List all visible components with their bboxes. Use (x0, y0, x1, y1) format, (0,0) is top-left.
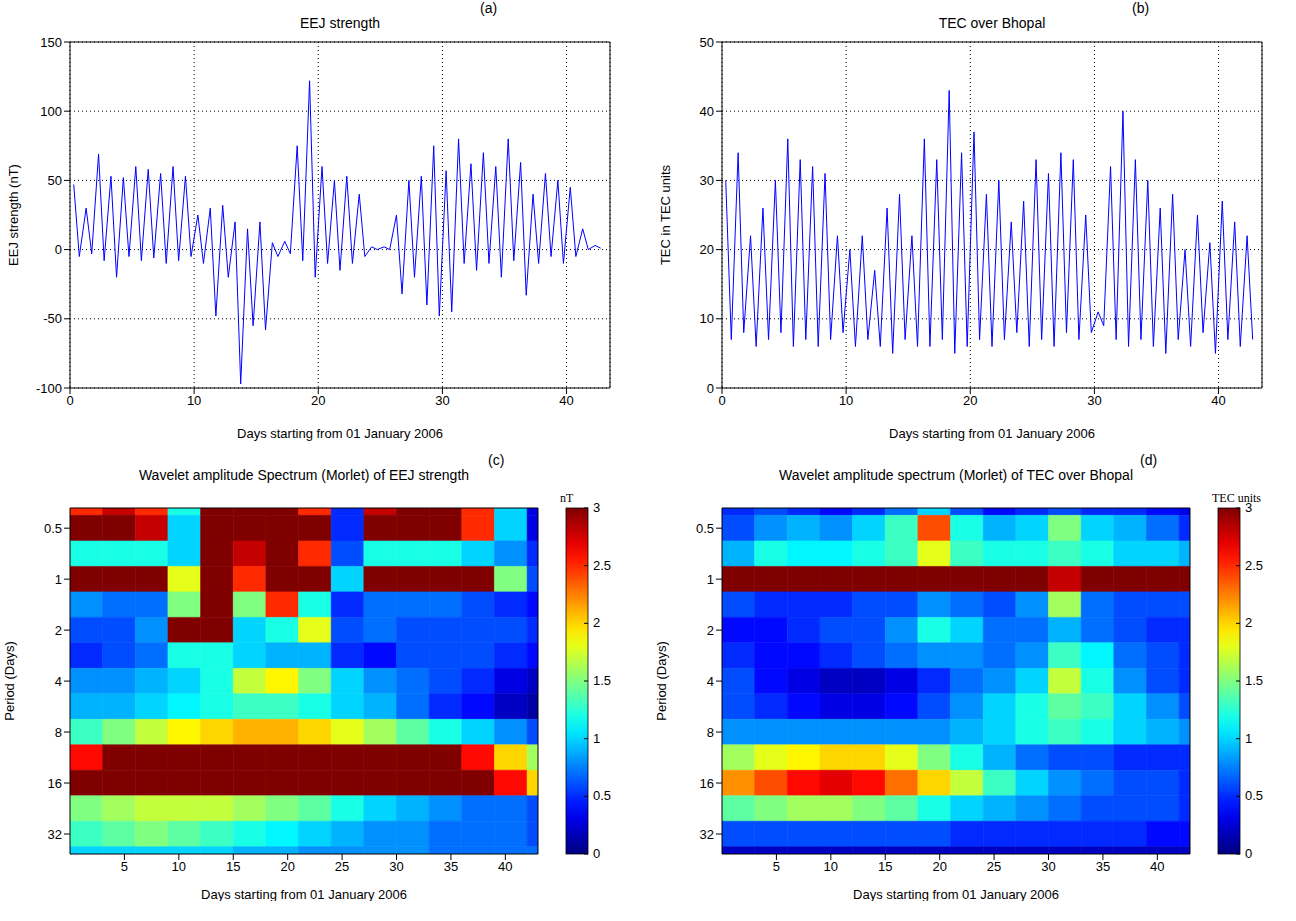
svg-text:30: 30 (700, 173, 714, 188)
svg-text:20: 20 (311, 393, 325, 408)
svg-text:1: 1 (1245, 731, 1252, 746)
svg-text:150: 150 (40, 35, 62, 50)
svg-text:20: 20 (700, 242, 714, 257)
svg-text:1: 1 (707, 572, 714, 587)
svg-text:0.5: 0.5 (44, 521, 62, 536)
svg-text:50: 50 (48, 173, 62, 188)
svg-text:-50: -50 (43, 311, 62, 326)
svg-text:40: 40 (498, 859, 512, 874)
svg-text:30: 30 (1087, 393, 1101, 408)
svg-text:40: 40 (700, 104, 714, 119)
svg-text:10: 10 (172, 859, 186, 874)
svg-text:3: 3 (1245, 500, 1252, 515)
svg-text:35: 35 (444, 859, 458, 874)
svg-text:0.5: 0.5 (696, 521, 714, 536)
svg-text:nT: nT (560, 491, 574, 505)
svg-text:20: 20 (932, 859, 946, 874)
svg-text:2.5: 2.5 (1245, 558, 1263, 573)
svg-text:Days starting from 01 January: Days starting from 01 January 2006 (853, 887, 1059, 901)
svg-text:32: 32 (700, 827, 714, 842)
svg-text:Period (Days): Period (Days) (2, 641, 17, 720)
svg-text:Days starting from 01 January: Days starting from 01 January 2006 (237, 426, 443, 441)
svg-text:16: 16 (700, 776, 714, 791)
svg-text:8: 8 (707, 725, 714, 740)
html-text:(b): (b) (1132, 0, 1150, 16)
svg-text:25: 25 (335, 859, 349, 874)
svg-text:0: 0 (718, 393, 725, 408)
svg-text:30: 30 (1041, 859, 1055, 874)
html-text:TEC over Bhopal: TEC over Bhopal (938, 15, 1046, 31)
svg-text:15: 15 (226, 859, 240, 874)
svg-text:0.5: 0.5 (1245, 788, 1263, 803)
svg-text:1.5: 1.5 (1245, 673, 1263, 688)
svg-text:-100: -100 (36, 381, 62, 396)
svg-text:8: 8 (55, 725, 62, 740)
svg-text:2: 2 (593, 615, 600, 630)
svg-text:0: 0 (1245, 846, 1252, 861)
svg-text:0: 0 (55, 242, 62, 257)
html-text:(c): (c) (488, 452, 505, 468)
svg-text:10: 10 (824, 859, 838, 874)
svg-text:Days starting from 01 January: Days starting from 01 January 2006 (889, 426, 1095, 441)
svg-text:40: 40 (1150, 859, 1164, 874)
svg-text:40: 40 (1211, 393, 1225, 408)
svg-text:1: 1 (593, 731, 600, 746)
svg-text:EEJ strength (nT): EEJ strength (nT) (6, 164, 21, 266)
html-text:(a): (a) (480, 0, 498, 16)
svg-text:3: 3 (593, 500, 600, 515)
svg-text:35: 35 (1096, 859, 1110, 874)
svg-text:0.5: 0.5 (593, 788, 611, 803)
html-text:Wavelet amplitude spectrum (Mo: Wavelet amplitude spectrum (Morlet) of T… (779, 467, 1133, 483)
svg-text:32: 32 (48, 827, 62, 842)
svg-text:1.5: 1.5 (593, 673, 611, 688)
svg-text:100: 100 (40, 104, 62, 119)
svg-text:30: 30 (435, 393, 449, 408)
svg-text:30: 30 (389, 859, 403, 874)
svg-text:2: 2 (55, 623, 62, 638)
svg-text:5: 5 (121, 859, 128, 874)
svg-text:TEC in TEC units: TEC in TEC units (658, 164, 673, 265)
svg-text:20: 20 (280, 859, 294, 874)
svg-text:4: 4 (55, 674, 62, 689)
svg-text:Period (Days): Period (Days) (654, 641, 669, 720)
svg-text:15: 15 (878, 859, 892, 874)
svg-text:50: 50 (700, 35, 714, 50)
svg-text:10: 10 (700, 311, 714, 326)
html-text:EEJ strength: EEJ strength (299, 15, 381, 31)
svg-text:10: 10 (839, 393, 853, 408)
svg-text:2: 2 (707, 623, 714, 638)
svg-text:TEC units: TEC units (1212, 491, 1261, 505)
svg-text:2: 2 (1245, 615, 1252, 630)
svg-text:Days starting from 01 January: Days starting from 01 January 2006 (201, 887, 407, 901)
svg-text:4: 4 (707, 674, 714, 689)
html-text:Wavelet amplitude Spectrum (Mo: Wavelet amplitude Spectrum (Morlet) of E… (138, 467, 470, 483)
svg-text:25: 25 (987, 859, 1001, 874)
svg-text:16: 16 (48, 776, 62, 791)
svg-text:10: 10 (187, 393, 201, 408)
html-text:(d): (d) (1140, 452, 1158, 468)
svg-text:0: 0 (66, 393, 73, 408)
svg-text:5: 5 (773, 859, 780, 874)
svg-text:40: 40 (559, 393, 573, 408)
svg-text:0: 0 (707, 381, 714, 396)
svg-text:0: 0 (593, 846, 600, 861)
svg-text:1: 1 (55, 572, 62, 587)
svg-text:2.5: 2.5 (593, 558, 611, 573)
svg-text:20: 20 (963, 393, 977, 408)
